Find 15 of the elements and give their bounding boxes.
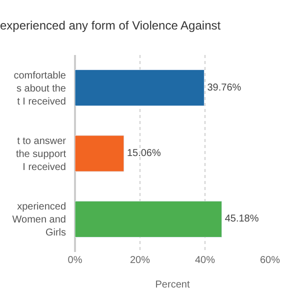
x-tick-label: 60% <box>260 255 280 266</box>
y-tick-label: comfortable s about the t I received <box>14 70 66 108</box>
data-label: 45.18% <box>224 214 259 225</box>
y-tick-label: xperienced Women and Girls <box>12 202 66 239</box>
bar <box>75 200 222 238</box>
bar <box>75 135 124 172</box>
x-tick-label: 40% <box>194 255 216 266</box>
x-tick-label: 0% <box>68 255 82 266</box>
data-label: 15.06% <box>126 148 161 159</box>
bar <box>75 70 204 106</box>
y-tick-label: t to answer the support I received <box>16 136 67 173</box>
chart-title: experienced any form of Violence Against <box>0 18 222 32</box>
x-tick-label: 20% <box>130 255 150 266</box>
data-label: 39.76% <box>207 82 242 94</box>
x-axis-title: Percent <box>155 280 190 290</box>
